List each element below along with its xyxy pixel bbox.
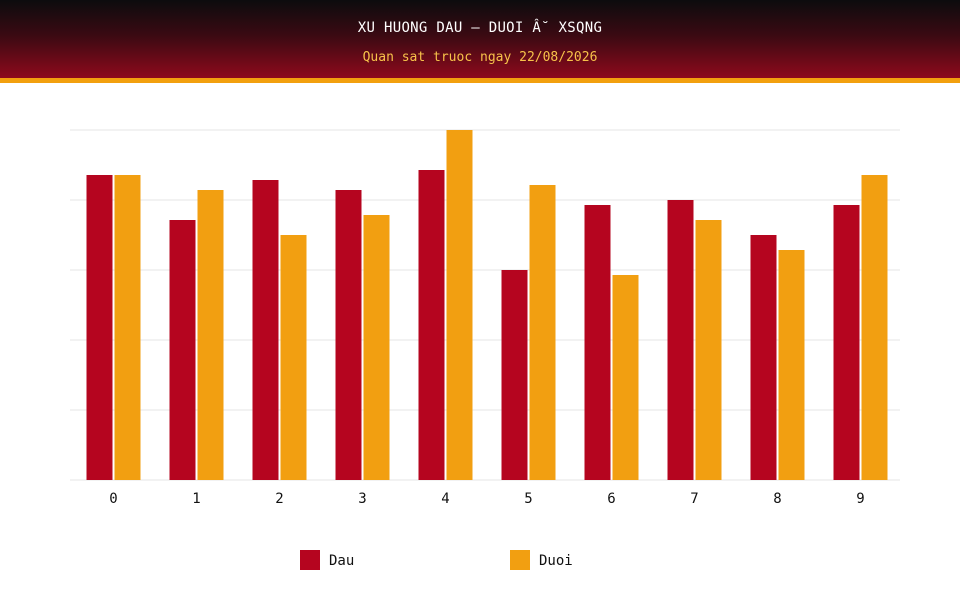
bar-duoi-6 (612, 275, 639, 480)
legend-label-duoi: Duoi (539, 553, 573, 569)
bar-dau-3 (335, 190, 362, 480)
x-tick-label: 8 (773, 491, 781, 507)
legend-swatch-duoi (510, 550, 530, 570)
chart-title: XU HUONG DAU – DUOI Â˘ XSQNG (357, 20, 603, 36)
bar-dau-4 (418, 170, 445, 480)
x-tick-label: 5 (524, 491, 532, 507)
bar-duoi-5 (529, 185, 556, 480)
bar-duoi-4 (446, 130, 473, 480)
x-tick-label: 3 (358, 491, 366, 507)
bar-dau-1 (169, 220, 196, 480)
bar-duoi-9 (861, 175, 888, 480)
bar-duoi-0 (114, 175, 141, 480)
chart-header (0, 0, 960, 78)
x-tick-label: 4 (441, 491, 449, 507)
x-tick-label: 6 (607, 491, 615, 507)
bar-chart: 0 1 2 3 4 5 6 7 8 9 (70, 129, 900, 507)
bar-duoi-8 (778, 250, 805, 480)
bar-dau-6 (584, 205, 611, 480)
bar-duoi-2 (280, 235, 307, 480)
x-tick-label: 1 (192, 491, 200, 507)
x-tick-label: 9 (856, 491, 864, 507)
bar-dau-5 (501, 270, 528, 480)
bar-dau-8 (750, 235, 777, 480)
header-accent-stripe (0, 78, 960, 83)
x-tick-label: 2 (275, 491, 283, 507)
bar-duoi-1 (197, 190, 224, 480)
bar-duoi-7 (695, 220, 722, 480)
bar-dau-7 (667, 200, 694, 480)
chart-subtitle: Quan sat truoc ngay 22/08/2026 (362, 50, 598, 65)
bar-dau-2 (252, 180, 279, 480)
bar-duoi-3 (363, 215, 390, 480)
legend-swatch-dau (300, 550, 320, 570)
x-tick-label: 0 (109, 491, 117, 507)
chart-legend: Dau Duoi (0, 550, 960, 572)
legend-label-dau: Dau (329, 553, 355, 569)
bar-dau-9 (833, 205, 860, 480)
x-tick-label: 7 (690, 491, 698, 507)
bar-dau-0 (86, 175, 113, 480)
